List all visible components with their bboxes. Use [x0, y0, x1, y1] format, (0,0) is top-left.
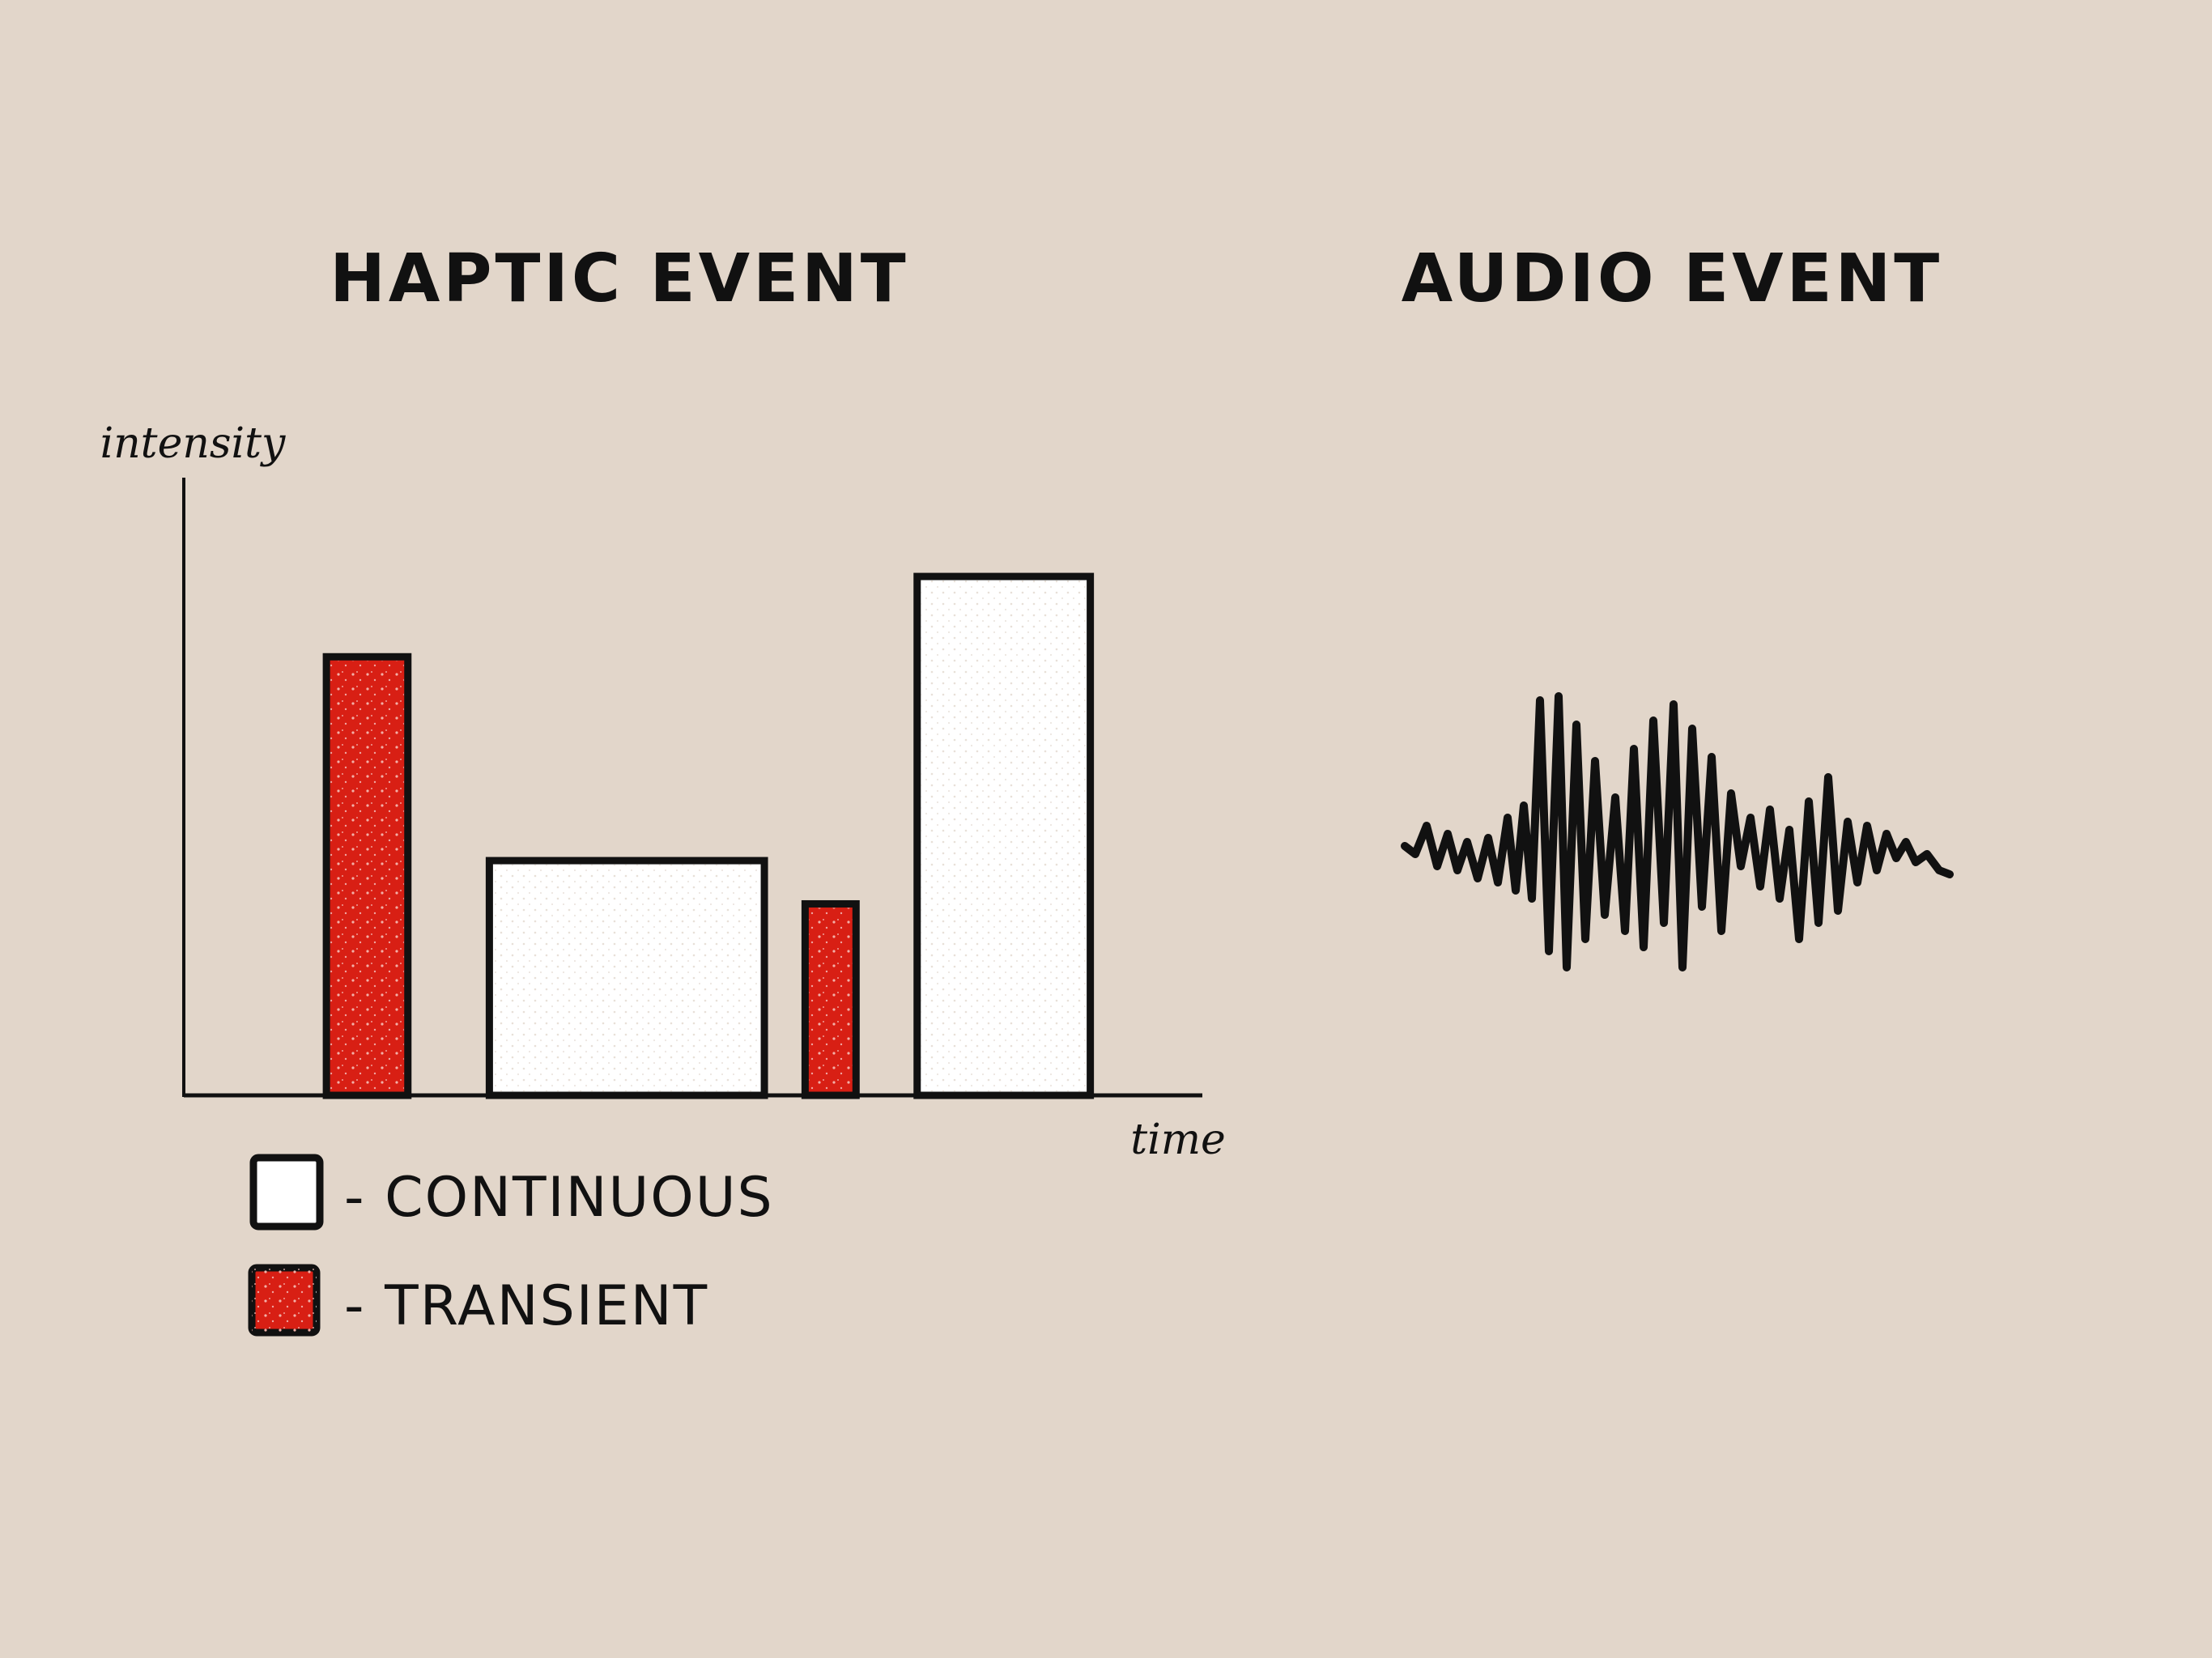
- audio-event-title: AUDIO EVENT: [1402, 240, 1942, 317]
- haptic-chart: intensity time: [100, 419, 1226, 1164]
- legend-label-continuous: - CONTINUOUS: [344, 1166, 774, 1230]
- legend-swatch-texture: [252, 1268, 317, 1333]
- x-axis-label: time: [1130, 1116, 1226, 1164]
- bar-texture-2: [493, 865, 761, 1091]
- bar-texture-4: [921, 580, 1087, 1091]
- event-bars: [322, 572, 1095, 1099]
- audio-waveform-line: [1401, 692, 1954, 971]
- y-axis-label: intensity: [100, 419, 286, 468]
- audio-waveform: [1401, 692, 1954, 971]
- bar-texture-3: [809, 908, 853, 1091]
- legend-swatch-continuous: [249, 1154, 324, 1231]
- legend-label-transient: - TRANSIENT: [344, 1274, 708, 1338]
- haptic-event-title: HAPTIC EVENT: [330, 240, 908, 317]
- bar-texture-1: [330, 661, 404, 1091]
- legend: - CONTINUOUS - TRANSIENT: [248, 1154, 774, 1338]
